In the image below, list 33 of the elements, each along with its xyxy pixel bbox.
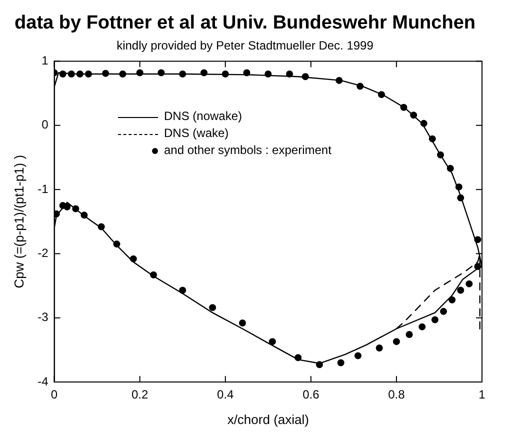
y-tick-label: -1 [38, 182, 49, 196]
y-tick-label: 0 [42, 118, 49, 132]
y-tick-label: -4 [38, 374, 49, 388]
chart-title: data by Fottner et al at Univ. Bundeswehr Munchen [14, 12, 476, 34]
point [448, 296, 456, 304]
point [354, 352, 362, 360]
y-tick-label: 1 [42, 54, 49, 68]
point [466, 280, 473, 288]
point [457, 286, 464, 294]
x-tick-label: 0.2 [131, 388, 148, 402]
point [406, 331, 413, 338]
x-tick-label: 1 [478, 388, 486, 402]
x-tick-label: 0.8 [388, 388, 406, 402]
point [418, 323, 426, 330]
x-tick-label: 0 [50, 388, 58, 402]
legend-label: and other symbols : experiment [164, 142, 332, 159]
point [268, 338, 276, 346]
point [209, 304, 216, 312]
y-axis-title: Cpw (=(p-p1)/(pt1-p1) ) [11, 154, 26, 288]
point [337, 359, 344, 366]
x-axis-title: x/chord (axial) [227, 412, 309, 427]
point [440, 308, 448, 315]
legend-label: DNS (wake) [164, 125, 229, 142]
y-tick-label: -3 [38, 310, 49, 324]
x-tick-label: 0.6 [302, 388, 320, 402]
point [238, 319, 246, 326]
chart-subtitle: kindly provided by Peter Stadtmueller Dec. 1999 [116, 38, 374, 52]
point [392, 338, 400, 346]
legend-label: DNS (nowake) [164, 108, 242, 125]
x-tick-label: 0.4 [217, 388, 234, 402]
point [376, 344, 383, 352]
y-tick-label: -2 [38, 246, 49, 260]
point [431, 316, 438, 324]
